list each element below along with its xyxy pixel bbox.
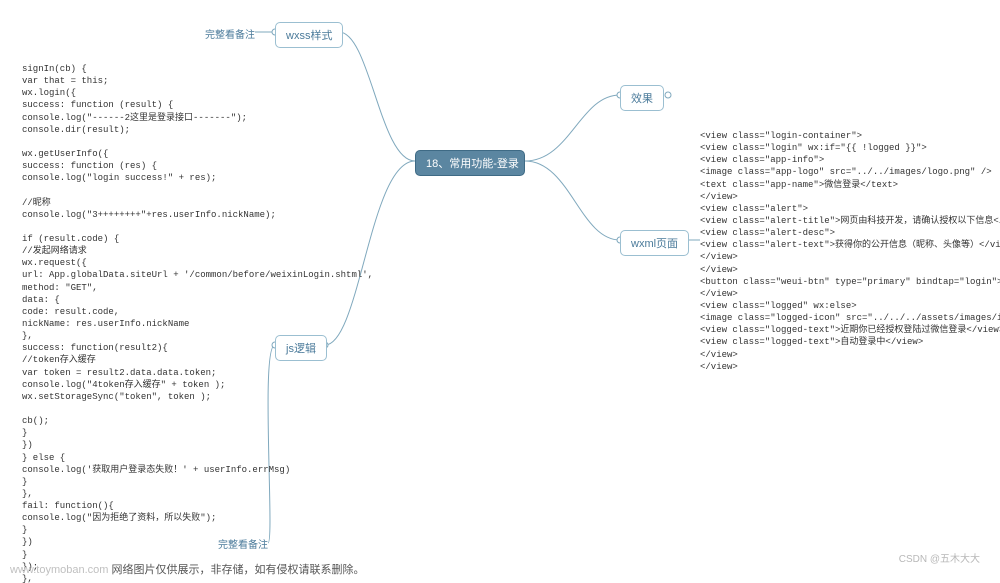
branch-effect[interactable]: 效果	[620, 85, 664, 111]
code-left: signIn(cb) { var that = this; wx.login({…	[22, 63, 373, 583]
footer-credit: CSDN @五木大大	[899, 550, 980, 565]
footer-watermark: www.toymoban.com 网络图片仅供展示，非存储，如有侵权请联系删除。	[10, 561, 365, 577]
root-label: 18、常用功能-登录	[426, 158, 519, 170]
branch-wxml-label: wxml页面	[631, 238, 678, 250]
footer-host: www.toymoban.com	[10, 564, 108, 576]
code-right: <view class="login-container"> <view cla…	[700, 130, 1000, 373]
footer-text: 网络图片仅供展示，非存储，如有侵权请联系删除。	[112, 564, 365, 576]
branch-wxss-label: wxss样式	[286, 30, 332, 42]
root-node[interactable]: 18、常用功能-登录	[415, 150, 525, 176]
leaf-wxss: 完整看备注	[205, 26, 255, 41]
branch-effect-label: 效果	[631, 93, 653, 105]
branch-wxml[interactable]: wxml页面	[620, 230, 689, 256]
branch-wxss[interactable]: wxss样式	[275, 22, 343, 48]
mindmap-canvas: 18、常用功能-登录 wxss样式 效果 wxml页面 js逻辑 完整看备注 完…	[0, 0, 1000, 583]
